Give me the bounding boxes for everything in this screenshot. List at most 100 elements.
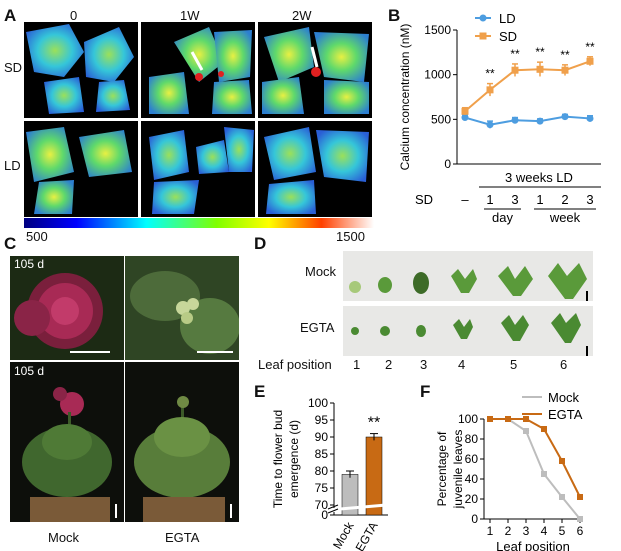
y-axis-label-line1: Percentage of [435, 431, 449, 506]
legend-mock-label: Mock [548, 390, 580, 405]
x-tick-label: 2 [561, 192, 568, 207]
sd-row-label: SD [415, 192, 433, 207]
axis-break-gap [328, 508, 340, 512]
col-label-2w: 2W [292, 8, 312, 23]
panel-letter-b: B [388, 6, 401, 25]
col-label-0: 0 [70, 8, 78, 23]
series-LD-point [486, 121, 494, 129]
y-tick-label: 90 [315, 430, 329, 444]
x-group-label: 3 weeks LD [505, 170, 573, 185]
significance-mark: ** [585, 40, 595, 54]
y-axis-label: Calcium concentration (nM) [398, 24, 412, 171]
y-tick-label: 70 [315, 498, 329, 512]
label-mock-c: Mock [48, 530, 80, 545]
y-tick-label: 40 [465, 472, 479, 486]
y-tick-label: 1500 [424, 23, 451, 37]
calcium-imaging-grid [24, 22, 372, 217]
y-axis-label-line2: emergence (d) [287, 420, 301, 498]
juvenile-leaves-chart: 0 20 40 60 80 100 1 2 3 4 5 6 Leaf position Percentag… [435, 390, 584, 551]
series-Mock-point [559, 494, 565, 500]
photo-egta-bud [125, 256, 239, 360]
y-tick-label: 1000 [424, 68, 451, 82]
series-SD-point [561, 66, 569, 74]
series-EGTA-point [487, 416, 493, 422]
x-tick-label: 4 [541, 524, 548, 538]
series-SD-point [511, 66, 519, 74]
calcium-line-chart: 0 500 1000 1500 Calcium concentration (nM) LD… [398, 11, 601, 225]
series-LD-point [461, 114, 469, 122]
series-SD-line [464, 60, 591, 113]
panel-letter-f: F [420, 382, 431, 401]
y-axis-label-line1: Time to flower bud [271, 410, 285, 508]
photo-mock-flower [10, 256, 124, 360]
legend-ld-label: LD [499, 11, 516, 26]
y-tick-label: 100 [458, 412, 478, 426]
y-tick-label: 60 [465, 452, 479, 466]
x-subgroup-week: week [549, 210, 581, 225]
x-tick-label: 1 [486, 192, 493, 207]
leaf-pos-2: 2 [385, 357, 393, 372]
bar-egta [365, 436, 383, 516]
colorbar-min: 500 [26, 229, 48, 244]
row-label-ld: LD [4, 158, 21, 173]
axis-break-mark [327, 504, 339, 510]
bar-break [339, 503, 387, 511]
x-tick-label: 1 [487, 524, 494, 538]
series-EGTA-point [577, 494, 583, 500]
panel-letter-c: C [4, 234, 17, 253]
photo-mock-plant [10, 362, 124, 522]
x-tick-label: EGTA [353, 520, 381, 551]
leaf-pos-5: 5 [510, 357, 518, 372]
row-label-sd: SD [4, 60, 23, 75]
y-tick-label: 85 [315, 447, 329, 461]
colorbar [24, 218, 374, 228]
y-tick-label: 75 [315, 481, 329, 495]
y-tick-label: 100 [308, 396, 328, 410]
x-tick-label: 6 [577, 524, 584, 538]
leaf-pos-1: 1 [353, 357, 361, 372]
label-egta-c: EGTA [165, 530, 200, 545]
y-axis-label-line2: juvenile leaves [451, 430, 465, 510]
y-tick-label: 80 [465, 432, 479, 446]
x-tick-label: 3 [511, 192, 518, 207]
significance-mark: ** [485, 67, 495, 81]
legend-egta-label: EGTA [548, 407, 583, 422]
days-label-bottom: 105 d [14, 364, 45, 378]
days-label-top: 105 d [14, 257, 45, 271]
series-SD-point [461, 107, 469, 115]
x-subgroup-day: day [492, 210, 513, 225]
significance-mark: ** [368, 415, 380, 432]
series-SD-point [586, 57, 594, 65]
legend-ld-marker [479, 14, 487, 22]
leaf-pos-3: 3 [420, 357, 428, 372]
flower-bud-bar-chart: 070 75 80 85 90 95 100 Time to flower bud emerge… [271, 396, 388, 551]
leaf-photos [343, 251, 593, 356]
panel-letter-e: E [254, 382, 266, 401]
series-EGTA-point [559, 458, 565, 464]
leaf-position-label: Leaf position [258, 357, 332, 372]
axis-break-mark [327, 508, 339, 514]
x-tick-label: – [461, 192, 469, 207]
leaf-pos-6: 6 [560, 357, 568, 372]
y-tick-label: 20 [465, 492, 479, 506]
y-tick-label: 500 [431, 112, 451, 126]
series-LD-point [586, 114, 594, 122]
colorbar-max: 1500 [336, 229, 365, 244]
series-EGTA-point [541, 426, 547, 432]
y-tick-label: 0 [321, 508, 328, 522]
significance-mark: ** [510, 47, 520, 61]
legend-sd-marker [479, 32, 487, 40]
series-Mock-point [541, 471, 547, 477]
y-tick-label: 0 [444, 157, 451, 171]
y-tick-label: 80 [315, 464, 329, 478]
x-tick-label: 5 [559, 524, 566, 538]
series-LD-line [464, 115, 591, 126]
leaf-pos-4: 4 [458, 357, 466, 372]
legend-sd-label: SD [499, 29, 517, 44]
y-tick-label: 0 [471, 512, 478, 526]
panel-letter-d: D [254, 234, 267, 253]
series-LD-point [536, 117, 544, 125]
series-LD-point [561, 113, 569, 121]
y-tick-label: 95 [315, 413, 329, 427]
series-Mock-point [523, 428, 529, 434]
